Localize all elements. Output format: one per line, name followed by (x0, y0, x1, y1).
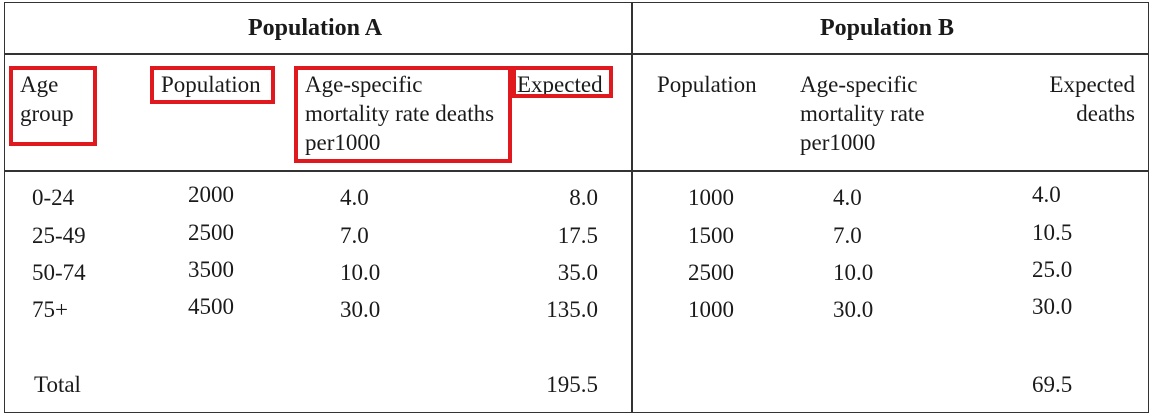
col-a-expected: Expected (517, 72, 603, 97)
a-rate-cell: 4.0 (340, 185, 369, 210)
a-rate-cell: 10.0 (340, 260, 381, 285)
total-label: Total (34, 372, 81, 397)
b-expected-cell: 4.0 (1032, 182, 1061, 207)
b-population-cell: 1000 (688, 185, 734, 210)
age-cell: 0-24 (32, 185, 75, 210)
col-b-population: Population (657, 72, 757, 97)
population-divider (631, 2, 633, 413)
header-rule (4, 53, 1149, 55)
a-expected-cell: 8.0 (569, 185, 598, 210)
b-rate-cell: 7.0 (833, 223, 862, 248)
col-b-rate-line2: mortality rate (800, 101, 925, 126)
b-population-cell: 2500 (688, 260, 734, 285)
col-age-group-line2: group (20, 101, 74, 126)
highlight-age-group (9, 66, 97, 146)
b-expected-cell: 10.5 (1032, 220, 1073, 245)
population-a-header: Population A (248, 15, 383, 41)
a-expected-cell: 35.0 (557, 260, 598, 285)
col-a-rate-line2: mortality rate deaths (305, 101, 495, 126)
b-rate-cell: 30.0 (833, 297, 874, 322)
col-age-group-line1: Age (20, 72, 59, 97)
a-rate-cell: 7.0 (340, 223, 369, 248)
b-population-cell: 1500 (688, 223, 734, 248)
col-b-expected-line1: Expected (1049, 72, 1135, 97)
age-cell: 75+ (32, 297, 68, 322)
col-a-population: Population (161, 72, 261, 97)
a-population-cell: 2000 (188, 182, 234, 207)
population-b-header: Population B (820, 15, 955, 41)
a-expected-cell: 135.0 (546, 297, 598, 322)
age-cell: 25-49 (32, 223, 86, 248)
b-rate-cell: 10.0 (833, 260, 874, 285)
highlight-population (150, 66, 275, 104)
col-b-rate-line1: Age-specific (800, 72, 918, 97)
column-header-rule (4, 170, 1149, 172)
b-expected-cell: 25.0 (1032, 257, 1073, 282)
col-a-rate-line1: Age-specific (305, 72, 423, 97)
highlight-expected (512, 66, 613, 98)
a-rate-cell: 30.0 (340, 297, 381, 322)
a-population-cell: 2500 (188, 220, 234, 245)
col-b-rate-line3: per1000 (800, 130, 876, 155)
col-a-rate-line3: per1000 (305, 130, 381, 155)
a-expected-total: 195.5 (546, 372, 598, 397)
b-rate-cell: 4.0 (833, 185, 862, 210)
col-b-expected-line2: deaths (1076, 101, 1135, 126)
b-expected-cell: 30.0 (1032, 294, 1073, 319)
highlight-mortality-rate (294, 66, 512, 163)
a-expected-cell: 17.5 (557, 223, 598, 248)
a-population-cell: 4500 (188, 294, 234, 319)
table-frame (4, 2, 1149, 413)
age-cell: 50-74 (32, 260, 86, 285)
b-expected-total: 69.5 (1032, 372, 1073, 397)
b-population-cell: 1000 (688, 297, 734, 322)
a-population-cell: 3500 (188, 257, 234, 282)
